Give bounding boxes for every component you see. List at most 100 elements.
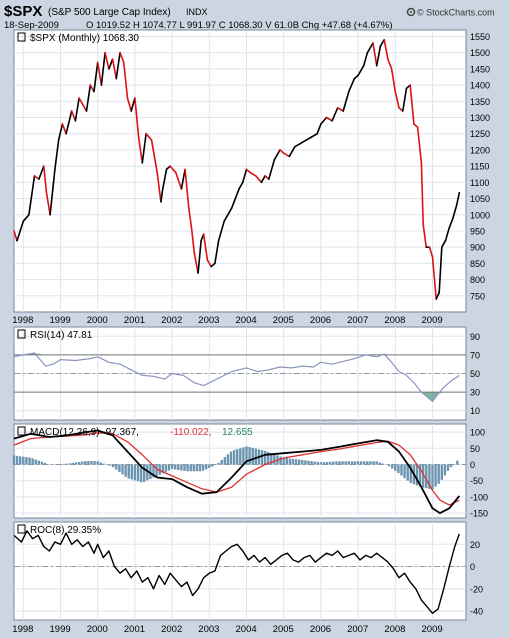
macd-histogram-bar [81,461,84,465]
macd-line [13,429,460,514]
price-segment [145,132,153,141]
macd-histogram-bar [273,454,276,465]
price-segment [255,175,263,184]
roc-line [13,530,460,614]
price-segment [45,191,51,216]
macd-histogram-bar [248,447,251,465]
price-segment [448,217,454,229]
y-tick-label: 70 [470,350,480,360]
price-segment [435,291,441,300]
macd-histogram-bar [223,457,226,465]
y-tick-label: 10 [470,406,480,416]
price-segment [202,233,209,261]
macd-histogram-bar [322,462,326,465]
macd-histogram-bar [338,461,341,465]
macd-histogram-bar [325,461,329,465]
x-tick-label-bottom: 2006 [310,624,331,635]
price-segment [347,77,356,93]
macd-histogram-bar [263,450,267,465]
macd-histogram-bar [121,464,124,475]
macd-histogram-bar [456,460,459,465]
macd-histogram-bar [139,464,143,483]
price-segment [336,107,345,112]
macd-histogram-bar [319,462,323,465]
price-segment [54,139,60,171]
y-tick-label: 1500 [470,48,490,58]
macd-histogram-bar [437,464,440,484]
macd-histogram-bar [96,461,99,465]
price-segment [49,168,56,216]
price-segment [372,42,378,67]
macd-histogram-bar [62,463,65,465]
macd-histogram-bar [391,464,394,469]
macd-histogram-bar [43,462,47,465]
macd-histogram-bar [167,464,171,471]
macd-histogram-bar [118,464,121,472]
y-tick-label: 30 [470,388,480,398]
macd-histogram-bar [198,464,202,472]
x-tick-label-top: 2006 [310,315,331,326]
macd-histogram-bar [307,460,310,465]
y-tick-label: 50 [470,369,480,379]
price-segment [288,145,296,158]
macd-histogram-bar [431,464,434,490]
macd-histogram-bar [434,464,437,487]
macd-histogram-bar [217,462,220,465]
price-segment [294,142,302,148]
macd-histogram-bar [335,461,338,465]
macd-histogram-bar [344,461,347,465]
macd-histogram-bar [394,464,397,471]
x-tick-label-top: 2008 [384,315,405,326]
macd-histogram-bar [155,464,158,477]
macd-histogram-bar [25,457,28,465]
macd-histogram-bar [112,464,115,468]
macd-histogram-bar [19,456,22,465]
price-segment [217,220,225,242]
x-tick-label-top: 2002 [161,315,182,326]
x-tick-label-top: 2009 [422,315,443,326]
y-tick-label: 950 [470,226,485,236]
macd-histogram-bar [425,464,428,489]
price-segment [111,58,118,80]
y-tick-label: 100 [470,428,485,438]
y-tick-label: 1450 [470,64,490,74]
price-segment [134,97,140,138]
price-segment [104,51,110,70]
y-tick-label: -20 [470,584,483,594]
macd-histogram-bar [201,464,205,471]
price-segment [180,168,186,190]
macd-histogram-bar [285,458,288,465]
y-tick-label: 750 [470,291,485,301]
macd-hist-value: 12.655 [222,427,253,438]
y-tick-label: -40 [470,607,483,617]
macd-histogram-bar [205,464,208,470]
macd-histogram-bar [329,461,332,465]
x-tick-label-top: 1998 [12,315,33,326]
macd-histogram-bar [298,459,301,465]
price-segment [362,51,369,67]
price-segment [188,207,193,229]
legend-swatch [17,32,26,42]
price-segment [422,223,428,248]
price-segment [299,139,307,145]
macd-histogram-bar [229,451,233,465]
price-segment [78,97,84,106]
macd-histogram-bar [350,461,354,465]
macd-legend-label: MACD(12,26,9) -97.367, [30,427,139,438]
y-tick-label: 900 [470,243,485,253]
price-segment [13,230,18,242]
y-tick-label: 1000 [470,210,490,220]
macd-histogram-bar [149,464,152,479]
x-tick-label-top: 2004 [236,315,257,326]
macd-histogram-bar [387,464,391,467]
x-tick-label-bottom: 2008 [384,624,405,635]
macd-histogram-bar [360,461,363,465]
price-segment [390,68,397,93]
price-segment [260,175,266,184]
macd-histogram-bar [59,464,62,465]
macd-histogram-bar [301,460,304,465]
macd-histogram-bar [239,448,242,465]
macd-histogram-bar [418,464,422,487]
x-tick-label-bottom: 2005 [273,624,294,635]
